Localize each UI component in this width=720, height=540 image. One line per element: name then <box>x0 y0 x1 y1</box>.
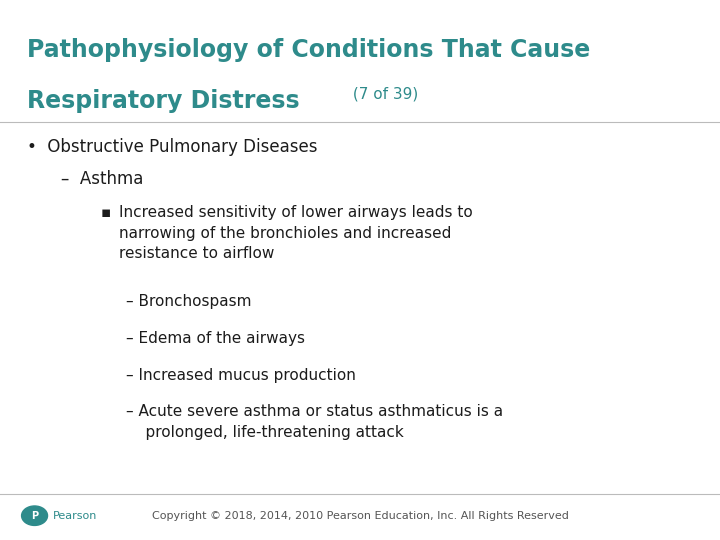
Text: – Bronchospasm: – Bronchospasm <box>126 294 251 309</box>
Text: Respiratory Distress: Respiratory Distress <box>27 89 300 113</box>
Text: –  Asthma: – Asthma <box>61 170 143 188</box>
Text: Increased sensitivity of lower airways leads to
narrowing of the bronchioles and: Increased sensitivity of lower airways l… <box>119 205 472 261</box>
Text: Pathophysiology of Conditions That Cause: Pathophysiology of Conditions That Cause <box>27 38 590 62</box>
Text: Copyright © 2018, 2014, 2010 Pearson Education, Inc. All Rights Reserved: Copyright © 2018, 2014, 2010 Pearson Edu… <box>152 511 568 521</box>
Text: •  Obstructive Pulmonary Diseases: • Obstructive Pulmonary Diseases <box>27 138 318 156</box>
Circle shape <box>22 506 48 525</box>
Text: Pearson: Pearson <box>53 511 98 521</box>
Text: P: P <box>31 511 38 521</box>
Text: – Edema of the airways: – Edema of the airways <box>126 331 305 346</box>
Text: – Increased mucus production: – Increased mucus production <box>126 368 356 383</box>
Text: ▪: ▪ <box>101 205 111 220</box>
Text: (7 of 39): (7 of 39) <box>348 86 418 102</box>
Text: – Acute severe asthma or status asthmaticus is a
    prolonged, life-threatening: – Acute severe asthma or status asthmati… <box>126 404 503 440</box>
